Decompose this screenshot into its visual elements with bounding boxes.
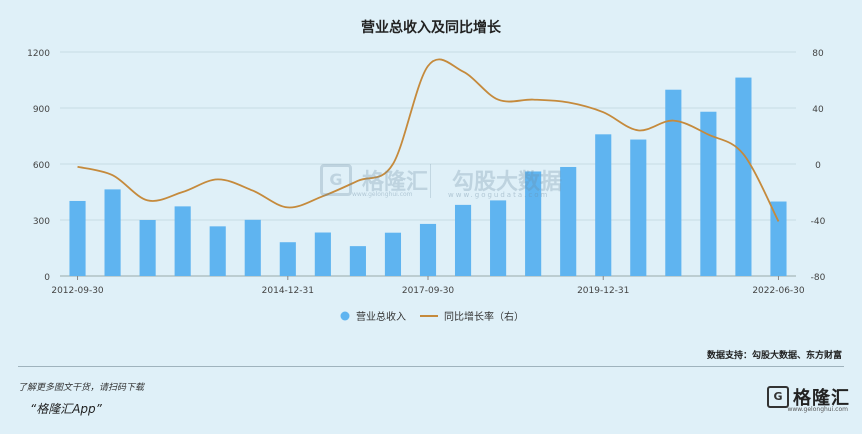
x-tick-label: 2012-09-30 xyxy=(51,286,104,296)
bar xyxy=(525,171,542,276)
y-left-tick-label: 300 xyxy=(33,217,50,227)
footer-note: 了解更多图文干货，请扫码下载 xyxy=(18,383,145,393)
bar xyxy=(419,223,437,276)
bar xyxy=(209,226,226,276)
watermark-url-b: www.gogudata.com xyxy=(448,191,550,199)
watermark-url-a: www.gelonghui.com xyxy=(352,191,413,198)
watermark-divider xyxy=(430,164,431,198)
brand-logo-url: www.gelonghui.com xyxy=(787,406,848,413)
x-tick-label: 2017-09-30 xyxy=(402,286,455,296)
x-tick-label: 2022-06-30 xyxy=(752,286,805,296)
legend-bar-swatch xyxy=(340,311,350,321)
watermark-brand-b: 勾股大数据 xyxy=(452,170,563,195)
x-tick-label: 2014-12-31 xyxy=(262,286,314,296)
y-right-tick-label: 40 xyxy=(812,105,824,115)
bar xyxy=(735,77,752,276)
chart-title: 营业总收入及同比增长 xyxy=(361,19,502,36)
legend-bar-label: 营业总收入 xyxy=(356,310,406,323)
bar xyxy=(490,200,507,276)
y-right-tick-label: 80 xyxy=(812,49,824,59)
y-left-tick-label: 1200 xyxy=(27,49,50,59)
watermark-logo-icon: G xyxy=(320,164,352,196)
y-left-tick-label: 600 xyxy=(33,161,50,171)
brand-logo-icon: G xyxy=(767,386,789,408)
brand-logo-text: 格隆汇 xyxy=(793,388,850,409)
footer-divider xyxy=(18,366,844,367)
brand-logo: G 格隆汇 xyxy=(767,384,850,410)
x-tick-label: 2019-12-31 xyxy=(577,286,629,296)
legend-line-label: 同比增长率（右） xyxy=(444,310,524,323)
data-source: 数据支持：勾股大数据、东方财富 xyxy=(706,351,842,361)
y-right-tick-label: 0 xyxy=(815,161,821,171)
bar xyxy=(244,219,261,276)
bar xyxy=(770,201,787,276)
bar xyxy=(665,89,682,276)
watermark: G 格隆汇 勾股大数据 xyxy=(320,164,562,196)
bar xyxy=(279,242,296,276)
bar xyxy=(139,220,156,276)
bar xyxy=(69,200,86,276)
bar xyxy=(104,189,121,276)
bar xyxy=(560,166,577,276)
y-left-tick-label: 900 xyxy=(33,105,50,115)
y-right-tick-label: -40 xyxy=(811,217,826,227)
y-right-tick-label: -80 xyxy=(811,273,826,283)
bar xyxy=(384,232,402,276)
bar xyxy=(174,206,191,276)
bar xyxy=(454,204,472,276)
bar xyxy=(700,111,717,276)
bar xyxy=(314,232,331,276)
y-left-tick-label: 0 xyxy=(44,273,50,283)
bar xyxy=(349,246,366,276)
bar xyxy=(595,134,612,276)
growth-rate-line xyxy=(77,58,780,222)
bar xyxy=(630,139,647,276)
watermark-brand-a: 格隆汇 xyxy=(362,170,429,195)
footer-app-name: “格隆汇App” xyxy=(30,402,102,416)
